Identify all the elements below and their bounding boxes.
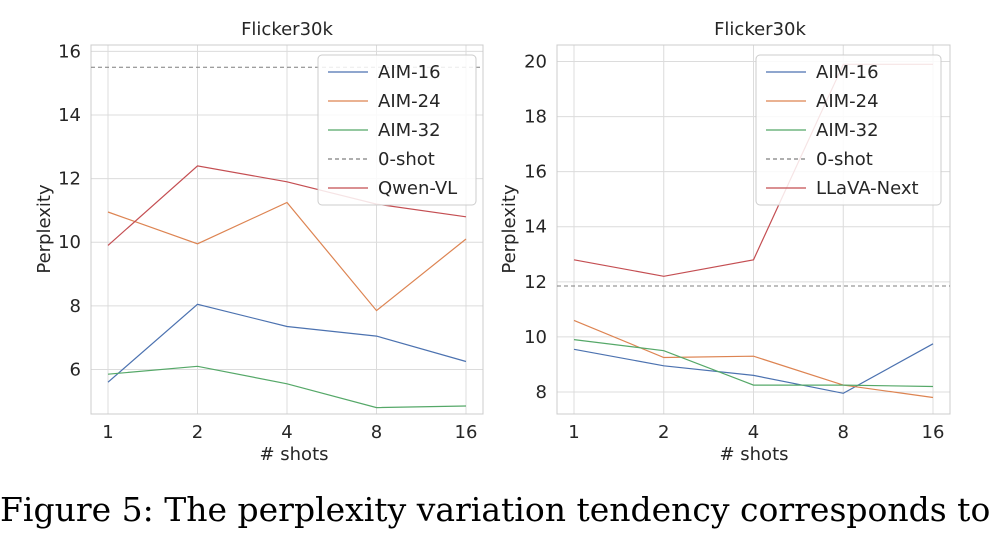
chart-title: Flicker30k	[714, 19, 806, 40]
legend-label: AIM-24	[816, 91, 879, 112]
y-tick-label: 16	[58, 41, 81, 62]
legend-label: 0-shot	[378, 149, 435, 170]
plot-frame	[556, 44, 951, 415]
legend-label: AIM-24	[378, 91, 441, 112]
series-line-aim-32	[107, 365, 467, 409]
legend-label: Qwen-VL	[378, 178, 457, 199]
legend-label: AIM-16	[816, 62, 879, 83]
series-line-aim-32	[573, 339, 934, 388]
series-line-aim-16	[573, 343, 934, 394]
legend-label: 0-shot	[816, 149, 873, 170]
chart-panel-left: Flicker30k # shots Perplexity 1 2 4 8 166810…	[34, 19, 484, 465]
y-tick-label: 8	[70, 296, 81, 317]
x-tick-label: 4	[748, 422, 759, 443]
y-tick-label: 14	[58, 105, 81, 126]
series-line-qwen-vl	[107, 165, 467, 246]
figure: Flicker30k # shots Perplexity 1 2 4 8 166810…	[34, 19, 951, 465]
y-axis-label: Perplexity	[499, 184, 520, 274]
legend-box	[755, 54, 942, 206]
plot-frame	[90, 44, 484, 415]
y-tick-label: 10	[58, 232, 81, 253]
series-line-aim-16	[107, 303, 467, 383]
x-tick-label: 8	[838, 422, 849, 443]
x-axis-label: # shots	[259, 444, 328, 465]
y-tick-label: 10	[524, 327, 547, 348]
y-tick-label: 16	[524, 162, 547, 183]
x-tick-label: 8	[371, 422, 382, 443]
legend-box	[317, 54, 477, 206]
legend-label: AIM-32	[816, 120, 879, 141]
legend-label: LLaVA-Next	[816, 178, 919, 199]
legend-label: AIM-32	[378, 120, 441, 141]
figure-caption: Figure 5: The perplexity variation tende…	[0, 490, 991, 529]
x-tick-label: 4	[281, 422, 292, 443]
chart-panel-right: Flicker30k # shots Perplexity 1 2 4 8 168101…	[499, 19, 951, 465]
y-tick-label: 6	[70, 359, 81, 380]
chart-title: Flicker30k	[241, 19, 333, 40]
x-tick-label: 1	[102, 422, 113, 443]
x-axis-label: # shots	[719, 444, 788, 465]
x-tick-label: 2	[658, 422, 669, 443]
gridlines	[557, 45, 950, 414]
y-tick-label: 8	[536, 382, 547, 403]
legend-label: AIM-16	[378, 62, 441, 83]
y-axis-label: Perplexity	[34, 184, 55, 274]
y-tick-label: 20	[524, 52, 547, 73]
x-tick-label: 2	[192, 422, 203, 443]
x-tick-label: 16	[455, 422, 478, 443]
y-tick-label: 12	[524, 272, 547, 293]
legend: AIM-16 AIM-24 AIM-32 0-shot Qwen-VL	[317, 54, 477, 206]
series-line-aim-24	[107, 201, 467, 312]
series-line-aim-24	[573, 319, 934, 399]
y-tick-label: 14	[524, 217, 547, 238]
y-tick-label: 18	[524, 107, 547, 128]
x-tick-label: 1	[568, 422, 579, 443]
legend: AIM-16 AIM-24 AIM-32 0-shot LLaVA-Next	[755, 54, 942, 206]
y-tick-label: 12	[58, 169, 81, 190]
x-tick-label: 16	[922, 422, 945, 443]
